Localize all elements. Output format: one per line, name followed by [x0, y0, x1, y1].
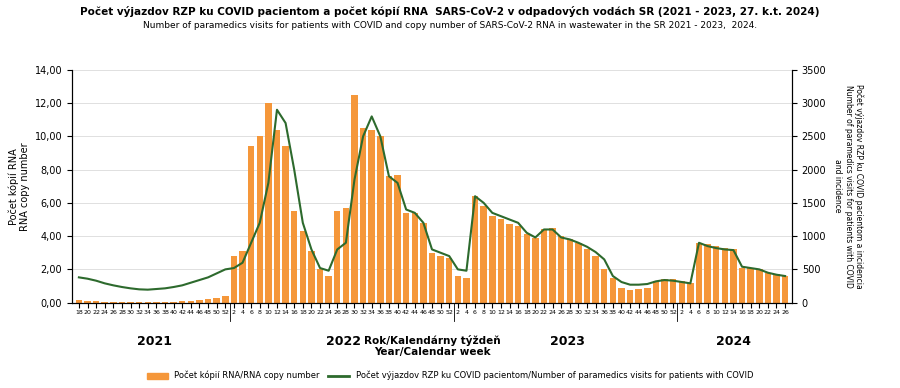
Bar	[222, 296, 229, 303]
Bar	[618, 288, 625, 303]
Bar	[652, 281, 659, 303]
Bar	[481, 206, 487, 303]
Bar	[567, 239, 573, 303]
Bar	[334, 211, 340, 303]
Bar	[230, 256, 237, 303]
Bar	[102, 302, 108, 303]
Bar	[730, 249, 737, 303]
Legend: Počet kópií RNA/RNA copy number, Počet výjazdov RZP ku COVID pacientom/Number of: Počet kópií RNA/RNA copy number, Počet v…	[143, 368, 757, 384]
Bar	[411, 213, 418, 303]
Bar	[394, 175, 400, 303]
Bar	[179, 301, 185, 303]
Bar	[722, 248, 728, 303]
Bar	[644, 288, 651, 303]
Bar	[756, 269, 762, 303]
Bar	[679, 281, 685, 303]
Bar	[85, 301, 91, 303]
Bar	[489, 216, 496, 303]
Bar	[170, 302, 177, 303]
Text: 2024: 2024	[716, 335, 751, 348]
Bar	[428, 253, 436, 303]
Bar	[592, 256, 598, 303]
Bar	[153, 302, 159, 303]
Bar	[687, 283, 694, 303]
Bar	[464, 278, 470, 303]
Bar	[368, 130, 375, 303]
Text: Number of paramedics visits for patients with COVID and copy number of SARS-CoV-: Number of paramedics visits for patients…	[143, 21, 757, 30]
X-axis label: Rok/Kalendárny týždeň
Year/Calendar week: Rok/Kalendárny týždeň Year/Calendar week	[364, 335, 500, 357]
Bar	[360, 128, 366, 303]
Bar	[765, 273, 771, 303]
Bar	[283, 146, 289, 303]
Bar	[76, 300, 82, 303]
Bar	[205, 299, 212, 303]
Bar	[609, 278, 617, 303]
Bar	[93, 301, 99, 303]
Bar	[317, 269, 323, 303]
Bar	[584, 249, 590, 303]
Text: Počet výjazdov RZP ku COVID pacientom a počet kópií RNA  SARS-CoV-2 v odpadových: Počet výjazdov RZP ku COVID pacientom a …	[80, 6, 820, 17]
Bar	[558, 236, 564, 303]
Bar	[162, 302, 168, 303]
Bar	[248, 146, 255, 303]
Bar	[145, 302, 151, 303]
Bar	[713, 246, 719, 303]
Bar	[507, 225, 513, 303]
Bar	[119, 302, 125, 303]
Bar	[705, 244, 711, 303]
Bar	[446, 258, 453, 303]
Bar	[515, 226, 521, 303]
Bar	[454, 276, 461, 303]
Bar	[601, 269, 608, 303]
Text: 2022: 2022	[326, 335, 361, 348]
Bar	[575, 243, 581, 303]
Bar	[110, 302, 117, 303]
Bar	[532, 238, 538, 303]
Bar	[291, 211, 297, 303]
Bar	[213, 298, 220, 303]
Bar	[308, 251, 315, 303]
Bar	[256, 136, 263, 303]
Bar	[747, 268, 754, 303]
Bar	[773, 274, 779, 303]
Bar	[351, 95, 357, 303]
Bar	[377, 136, 383, 303]
Bar	[300, 231, 306, 303]
Y-axis label: Počet výjazdov RZP ku COVID pacientom a incidencia
Number of paramedics visits f: Počet výjazdov RZP ku COVID pacientom a …	[833, 84, 864, 289]
Bar	[127, 302, 134, 303]
Y-axis label: Počet kópií RNA
RNA copy number: Počet kópií RNA RNA copy number	[8, 142, 31, 230]
Bar	[696, 243, 702, 303]
Bar	[549, 228, 556, 303]
Bar	[136, 302, 142, 303]
Bar	[541, 229, 547, 303]
Bar	[635, 289, 642, 303]
Bar	[498, 220, 504, 303]
Bar	[343, 208, 349, 303]
Bar	[239, 251, 246, 303]
Bar	[386, 176, 392, 303]
Bar	[524, 234, 530, 303]
Bar	[670, 279, 677, 303]
Bar	[187, 301, 194, 303]
Bar	[662, 279, 668, 303]
Text: 2021: 2021	[137, 335, 172, 348]
Bar	[266, 103, 272, 303]
Bar	[196, 300, 202, 303]
Bar	[274, 130, 280, 303]
Bar	[420, 223, 427, 303]
Bar	[437, 256, 444, 303]
Bar	[326, 276, 332, 303]
Bar	[627, 290, 634, 303]
Bar	[739, 268, 745, 303]
Bar	[782, 276, 788, 303]
Bar	[472, 196, 478, 303]
Bar	[403, 213, 410, 303]
Text: 2023: 2023	[550, 335, 585, 348]
